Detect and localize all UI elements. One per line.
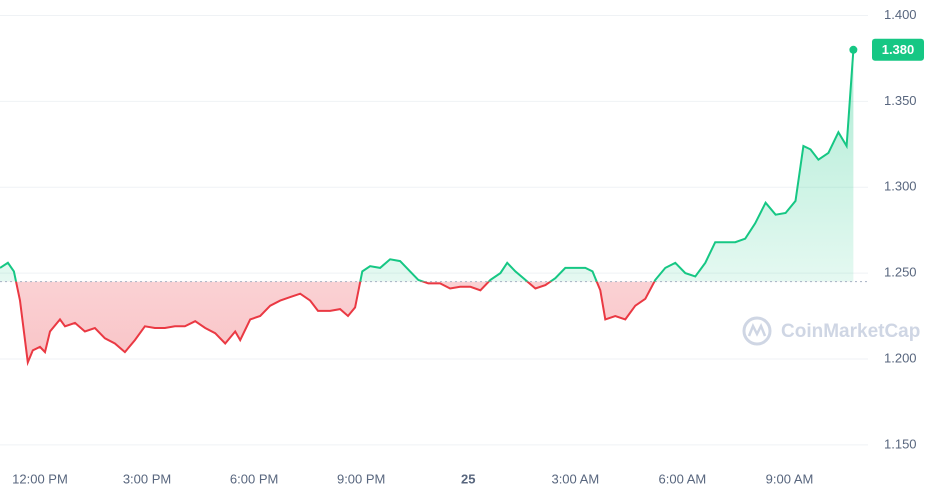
price-line-down	[15, 281, 656, 367]
x-tick-label: 3:00 PM	[123, 471, 171, 486]
area-up	[0, 49, 854, 282]
y-tick-label: 1.350	[884, 93, 917, 108]
price-line-up	[0, 49, 855, 282]
watermark: CoinMarketCap	[742, 316, 920, 346]
x-tick-label: 6:00 AM	[659, 471, 707, 486]
y-tick-label: 1.300	[884, 179, 917, 194]
x-tick-label: 9:00 AM	[766, 471, 814, 486]
x-tick-label: 9:00 PM	[337, 471, 385, 486]
x-tick-label: 3:00 AM	[551, 471, 599, 486]
price-tag-label: 1.380	[882, 42, 915, 57]
watermark-text: CoinMarketCap	[781, 321, 920, 342]
x-tick-label: 12:00 PM	[12, 471, 68, 486]
last-point	[849, 45, 858, 54]
y-tick-label: 1.150	[884, 436, 917, 451]
area-down	[16, 281, 655, 363]
y-tick-label: 1.200	[884, 350, 917, 365]
x-tick-label: 25	[461, 471, 475, 486]
y-tick-label: 1.250	[884, 265, 917, 280]
price-tag	[872, 38, 924, 61]
y-tick-label: 1.400	[884, 7, 917, 22]
x-tick-label: 6:00 PM	[230, 471, 278, 486]
